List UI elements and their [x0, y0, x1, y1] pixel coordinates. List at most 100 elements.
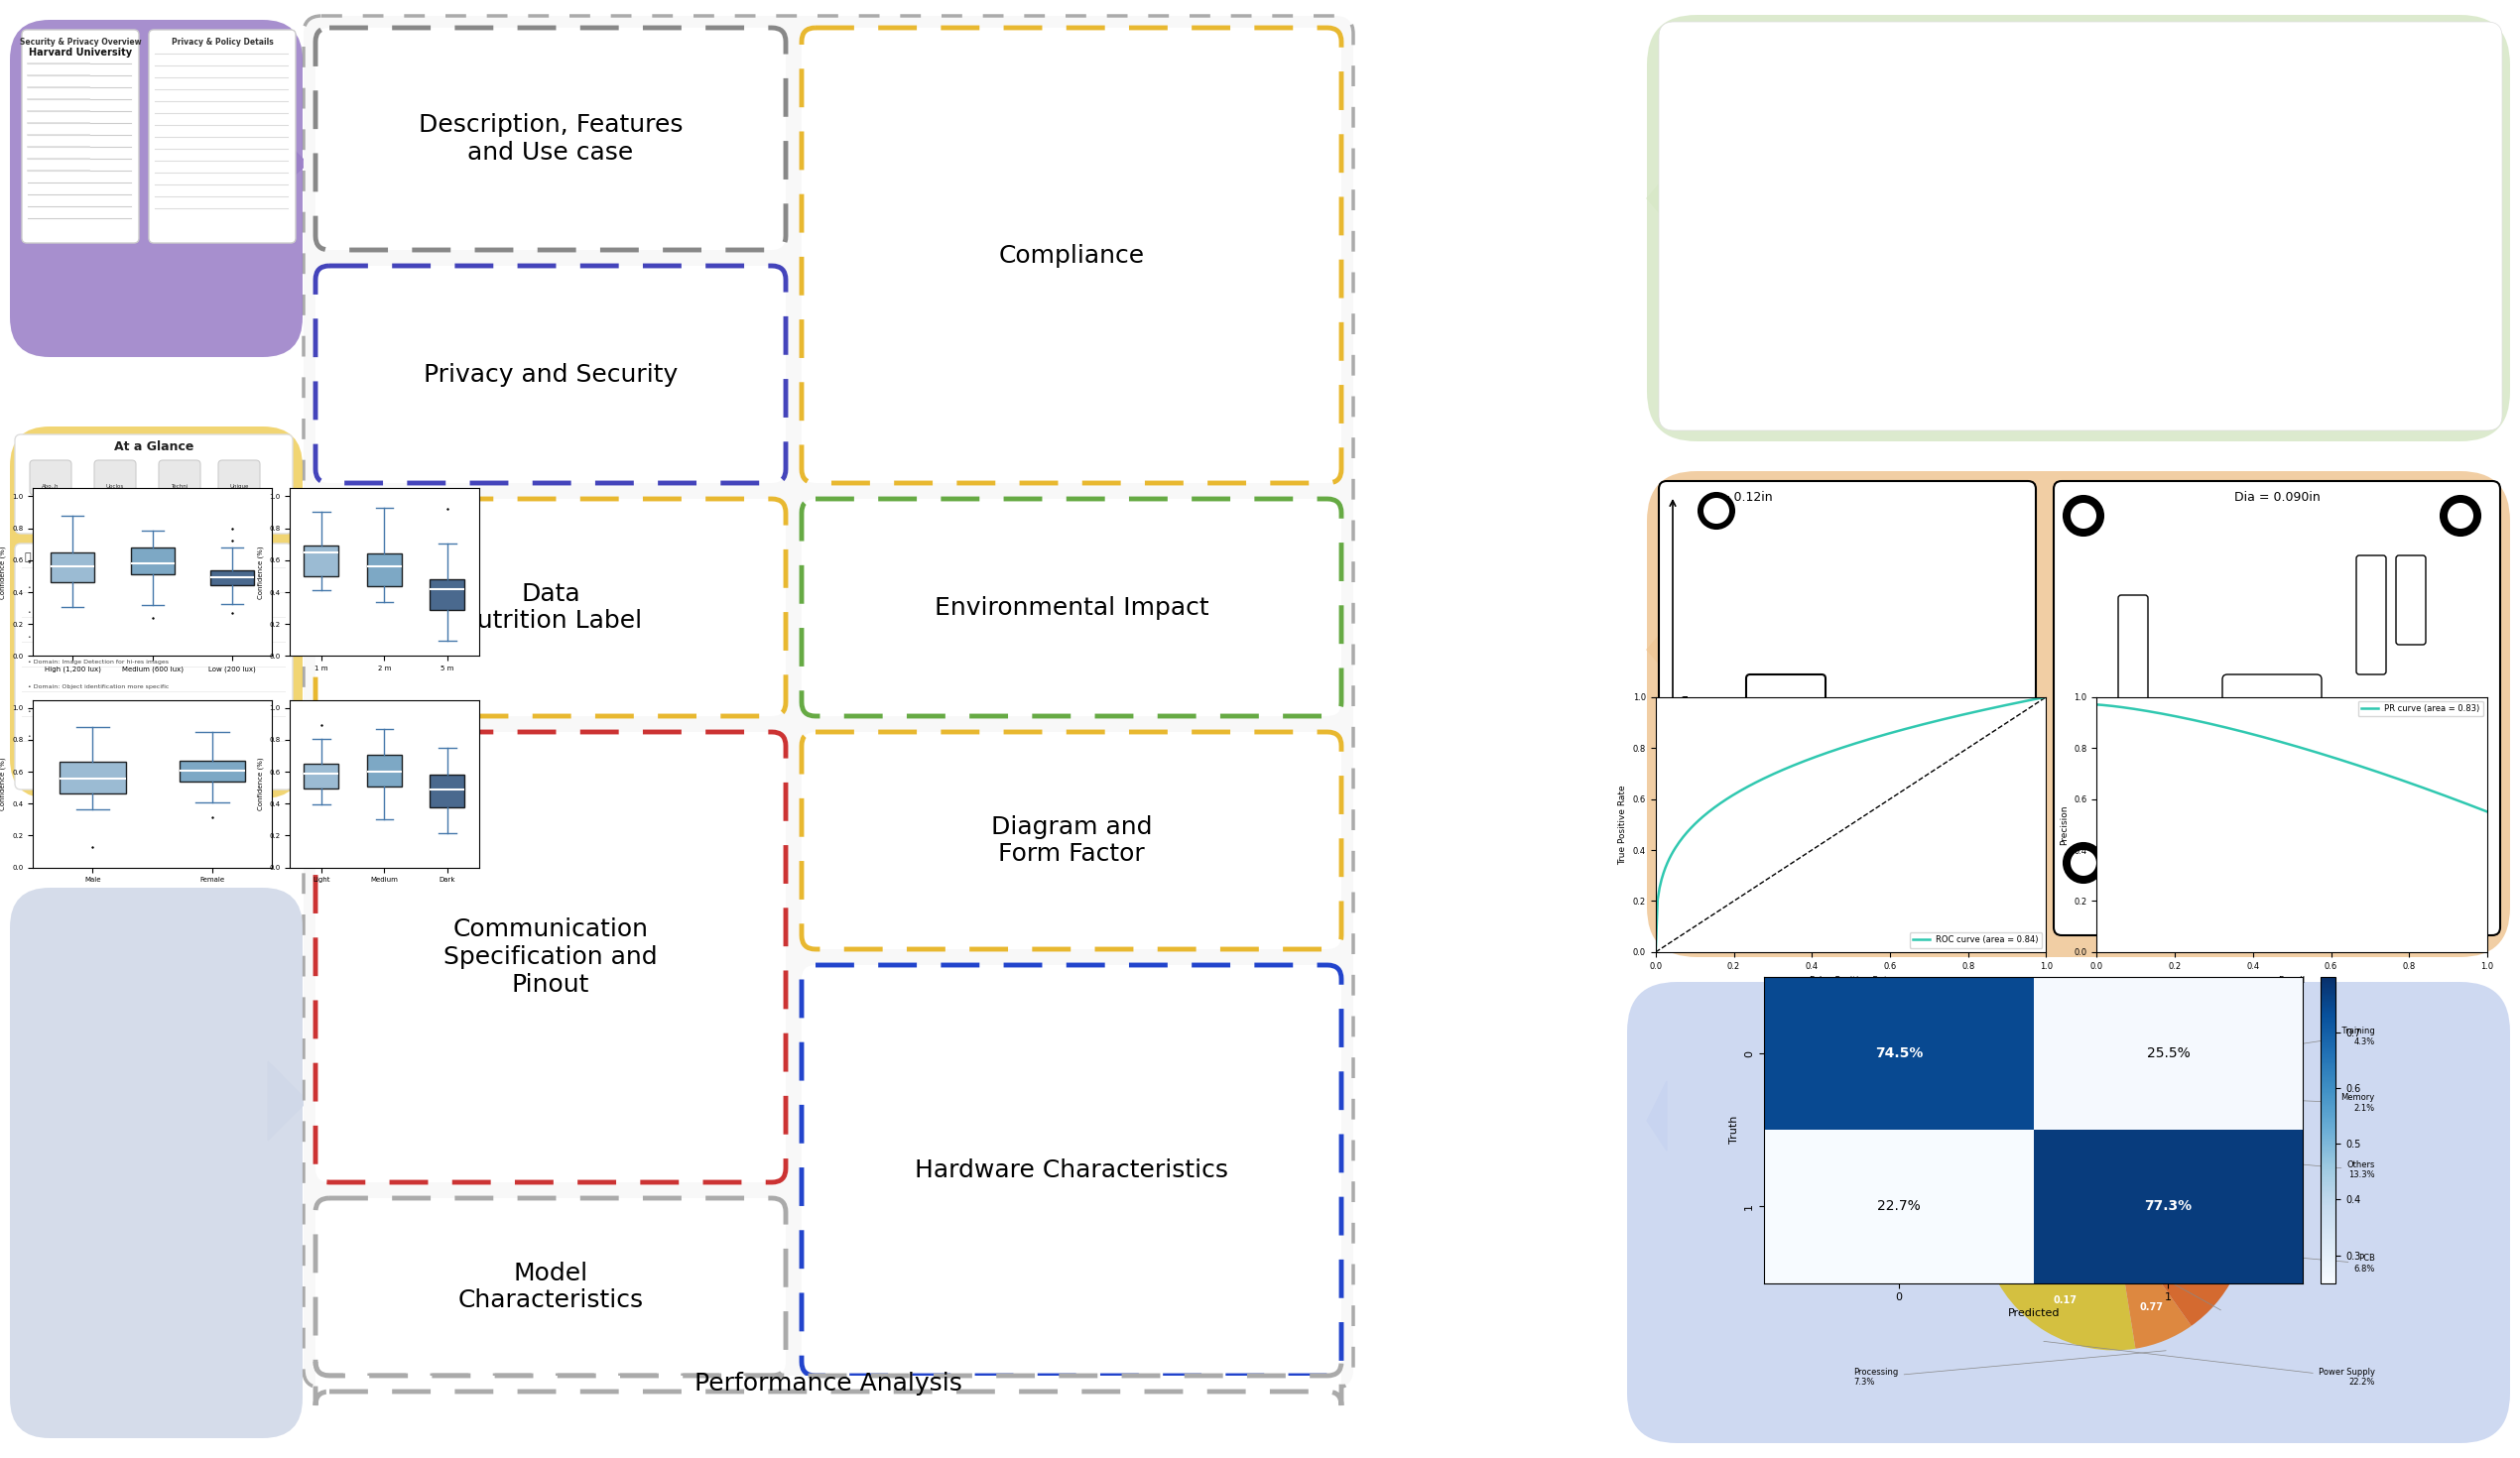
Text: Diagram and
Form Factor: Diagram and Form Factor — [990, 815, 1152, 866]
PR curve (area = 0.83) — [2104, 698, 2134, 716]
Text: Environmental Impact: Environmental Impact — [935, 596, 1210, 620]
PathPatch shape — [131, 548, 174, 574]
FancyBboxPatch shape — [1658, 22, 2502, 430]
Text: Hardware Characteristics: Hardware Characteristics — [915, 1159, 1227, 1182]
FancyBboxPatch shape — [315, 499, 786, 716]
FancyBboxPatch shape — [10, 20, 302, 357]
Text: Sensing
32.9%: Sensing 32.9% — [1855, 1142, 2235, 1220]
Text: Data
Nutrition Label: Data Nutrition Label — [459, 582, 643, 633]
FancyBboxPatch shape — [1658, 481, 2036, 935]
FancyBboxPatch shape — [2397, 555, 2427, 644]
Polygon shape — [267, 1061, 307, 1140]
Text: CAMERA: CAMERA — [1764, 709, 1809, 719]
Circle shape — [2064, 496, 2104, 535]
Wedge shape — [2152, 1247, 2233, 1325]
ROC curve (area = 0.84) — [1998, 695, 2029, 713]
PathPatch shape — [209, 570, 255, 585]
Text: • Domain: Image Detection for hi-res images: • Domain: Image Detection for hi-res ima… — [28, 585, 169, 590]
Circle shape — [2447, 503, 2472, 529]
Text: Privacy and Security: Privacy and Security — [423, 363, 678, 386]
Wedge shape — [1983, 1104, 2079, 1206]
Text: Communication
Specification and
Pinout: Communication Specification and Pinout — [444, 917, 658, 997]
Wedge shape — [1981, 1193, 2054, 1261]
Text: 0.77: 0.77 — [2139, 1302, 2162, 1312]
FancyBboxPatch shape — [93, 461, 136, 494]
Text: Compliance: Compliance — [998, 243, 1144, 267]
Wedge shape — [2114, 1083, 2248, 1277]
Wedge shape — [2059, 1085, 2104, 1159]
Text: ↓ 0.12in: ↓ 0.12in — [1845, 799, 1887, 808]
FancyBboxPatch shape — [302, 16, 1353, 1388]
Y-axis label: Truth: Truth — [1729, 1115, 1739, 1145]
PathPatch shape — [179, 761, 244, 781]
FancyBboxPatch shape — [315, 1198, 786, 1376]
ROC curve (area = 0.84) — [2031, 688, 2061, 706]
FancyBboxPatch shape — [2119, 595, 2147, 714]
Text: • Domain: Image Detection for hi-res images: • Domain: Image Detection for hi-res ima… — [28, 733, 169, 739]
Text: Dia = 0.090in: Dia = 0.090in — [2233, 491, 2321, 504]
Text: User Interface
2.6%: User Interface 2.6% — [1855, 1026, 2099, 1073]
Text: 1.09in: 1.09in — [1681, 691, 1688, 726]
PathPatch shape — [368, 755, 401, 787]
PR curve (area = 0.83) — [2452, 796, 2482, 814]
FancyBboxPatch shape — [801, 732, 1341, 949]
Wedge shape — [1988, 1238, 2134, 1350]
Polygon shape — [267, 124, 307, 198]
X-axis label: False Positive Rate: False Positive Rate — [1809, 977, 1893, 986]
Text: Unique: Unique — [229, 484, 249, 488]
Y-axis label: Confidence (%): Confidence (%) — [0, 757, 8, 811]
Wedge shape — [2124, 1268, 2192, 1349]
Text: 22.7%: 22.7% — [1877, 1200, 1920, 1213]
FancyBboxPatch shape — [149, 29, 295, 243]
PR curve (area = 0.83) — [2472, 803, 2502, 821]
PathPatch shape — [60, 763, 126, 793]
ROC curve (area = 0.84) — [1744, 771, 1774, 789]
Text: 0.17: 0.17 — [2054, 1296, 2076, 1306]
PR curve (area = 0.83) — [2097, 697, 2127, 714]
FancyBboxPatch shape — [15, 434, 292, 534]
Polygon shape — [267, 576, 307, 644]
ROC curve (area = 0.84) — [1663, 834, 1693, 851]
Text: PCB
6.8%: PCB 6.8% — [1973, 1229, 2374, 1273]
PathPatch shape — [368, 554, 401, 586]
Line: PR curve (area = 0.83): PR curve (area = 0.83) — [2097, 704, 2487, 812]
Text: Performance Analysis: Performance Analysis — [696, 1372, 963, 1395]
Legend: PR curve (area = 0.83): PR curve (area = 0.83) — [2359, 701, 2482, 716]
FancyBboxPatch shape — [30, 461, 71, 494]
Circle shape — [2071, 503, 2097, 529]
Text: • Domain: Military or associated apps: • Domain: Military or associated apps — [28, 560, 146, 566]
Text: Memory
2.1%: Memory 2.1% — [2049, 1091, 2374, 1112]
FancyBboxPatch shape — [2223, 675, 2321, 754]
Circle shape — [1807, 850, 1842, 885]
FancyBboxPatch shape — [801, 499, 1341, 716]
PR curve (area = 0.83) — [2185, 713, 2215, 730]
Line: ROC curve (area = 0.84): ROC curve (area = 0.84) — [1656, 697, 2046, 952]
X-axis label: Predicted: Predicted — [2008, 1308, 2059, 1318]
FancyBboxPatch shape — [1746, 675, 1824, 754]
Text: Abo..h: Abo..h — [43, 484, 60, 488]
Y-axis label: Confidence (%): Confidence (%) — [257, 545, 265, 599]
ROC curve (area = 0.84) — [2011, 693, 2041, 710]
Circle shape — [1698, 493, 1734, 529]
Text: Security & Privacy Overview: Security & Privacy Overview — [20, 38, 141, 47]
Wedge shape — [2044, 1095, 2087, 1162]
Polygon shape — [1648, 163, 1676, 233]
Y-axis label: Confidence (%): Confidence (%) — [0, 545, 8, 599]
Text: 0.52: 0.52 — [2006, 1220, 2029, 1229]
PathPatch shape — [305, 764, 338, 789]
Text: ML Training
4.3%: ML Training 4.3% — [2074, 1026, 2374, 1079]
Text: • Domain: Object identification more specific: • Domain: Object identification more spe… — [28, 609, 169, 615]
Text: Others
13.3%: Others 13.3% — [1998, 1136, 2374, 1180]
FancyBboxPatch shape — [23, 29, 139, 243]
Text: 74.5%: 74.5% — [1875, 1047, 1923, 1060]
Text: Processing
7.3%: Processing 7.3% — [1855, 1350, 2167, 1387]
Text: JTAG: JTAG — [2371, 585, 2381, 607]
FancyBboxPatch shape — [1648, 471, 2510, 956]
Text: ← 1.07in →: ← 1.07in → — [1731, 935, 1792, 945]
FancyBboxPatch shape — [2356, 555, 2386, 675]
Text: At a Glance: At a Glance — [113, 440, 194, 453]
Circle shape — [1704, 497, 1729, 523]
FancyBboxPatch shape — [1628, 981, 2510, 1443]
FancyBboxPatch shape — [801, 965, 1341, 1376]
PathPatch shape — [431, 774, 464, 808]
